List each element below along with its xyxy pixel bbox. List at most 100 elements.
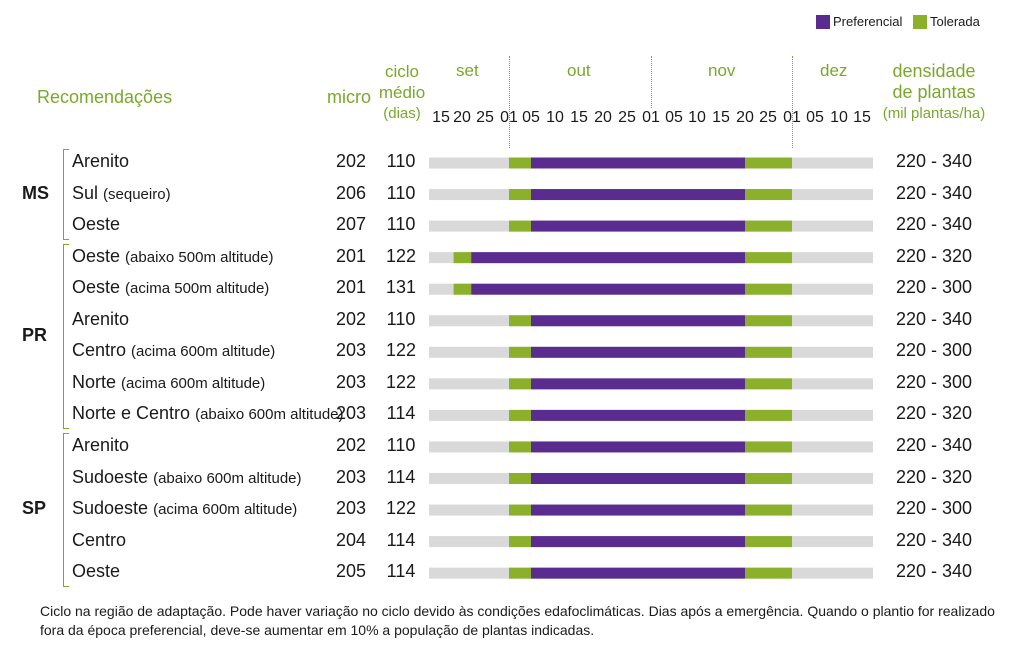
row-label-name: Sudoeste (72, 498, 149, 519)
bar-preferencial (531, 157, 745, 169)
row-label: Norte e Centro (abaixo 600m altitude) (72, 403, 344, 424)
legend-swatch-tolerada (913, 15, 927, 29)
header-ciclo-line2: médio (378, 83, 426, 102)
tick-label: 05 (806, 109, 824, 126)
row-densidade: 220 - 340 (895, 434, 973, 455)
bar-preferencial (531, 504, 745, 516)
row-label-name: Sudoeste (72, 466, 149, 487)
row-label: Centro (acima 600m altitude) (72, 340, 275, 361)
row-label-name: Centro (72, 340, 127, 361)
bar-tolerada (509, 189, 531, 201)
tick-label: 01 (500, 109, 518, 126)
row-ciclo: 110 (386, 308, 416, 329)
tick-label: 05 (522, 109, 540, 126)
row-densidade: 220 - 340 (895, 182, 973, 203)
row-ciclo: 110 (386, 214, 416, 235)
row-label-note: (abaixo 600m altitude) (153, 469, 302, 487)
bar-tolerada (745, 346, 792, 358)
row-label-note: (acima 600m altitude) (121, 374, 266, 392)
bar-tolerada (745, 504, 792, 516)
row-label-name: Centro (72, 529, 127, 550)
row-micro: 201 (335, 245, 367, 266)
bar-preferencial (531, 473, 745, 484)
row-label-name: Norte (72, 371, 117, 392)
row-micro: 206 (335, 182, 367, 203)
header-micro: micro (327, 87, 371, 107)
tick-label: 01 (642, 109, 660, 126)
row-micro: 207 (335, 214, 367, 235)
footer-note: Ciclo na região de adaptação. Pode haver… (40, 603, 995, 638)
bar-preferencial (531, 378, 745, 390)
tick-label: 15 (432, 109, 450, 126)
row-micro: 203 (335, 498, 367, 519)
bar-tolerada (745, 536, 792, 548)
row-micro: 202 (335, 308, 367, 329)
header-densidade: densidade de plantas (mil plantas/ha) (874, 61, 994, 124)
month-label-out: out (567, 61, 591, 80)
row-label-name: Oeste (72, 561, 121, 582)
row-micro: 202 (335, 151, 367, 171)
row-label: Oeste (acima 500m altitude) (72, 277, 269, 298)
row-densidade: 220 - 340 (895, 529, 973, 550)
tick-label: 01 (783, 109, 801, 126)
row-micro: 203 (335, 403, 367, 424)
tick-label: 05 (665, 109, 683, 126)
row-label-note: (acima 600m altitude) (153, 501, 298, 519)
row-micro: 203 (335, 371, 367, 392)
row-label-name: Arenito (72, 151, 130, 171)
row-densidade: 220 - 340 (895, 561, 973, 582)
state-label: MS (22, 182, 49, 203)
row-densidade: 220 - 300 (895, 371, 973, 392)
bar-tolerada (509, 441, 531, 453)
row-micro: 203 (335, 466, 367, 487)
bar-tolerada (745, 315, 792, 327)
row-label-name: Norte e Centro (72, 403, 191, 424)
bar-preferencial (471, 283, 745, 295)
bar-tolerada (453, 252, 472, 264)
row-ciclo: 114 (386, 466, 416, 487)
row-ciclo: 110 (386, 434, 416, 455)
row-ciclo: 114 (386, 403, 416, 424)
row-densidade: 220 - 320 (895, 466, 973, 487)
row-micro: 204 (335, 529, 367, 550)
state-label: SP (22, 498, 47, 519)
row-densidade: 220 - 340 (895, 308, 973, 329)
tick-label: 25 (759, 109, 777, 126)
bar-tolerada (509, 409, 531, 421)
bar-preferencial (531, 189, 745, 201)
row-densidade: 220 - 320 (895, 245, 973, 266)
row-label: Arenito (72, 435, 129, 456)
row-ciclo: 114 (386, 529, 416, 550)
tick-label: 20 (594, 109, 612, 126)
bar-tolerada (509, 157, 531, 169)
bar-preferencial (531, 536, 745, 548)
row-label: Sudoeste (abaixo 600m altitude) (72, 467, 302, 488)
bar-preferencial (471, 252, 745, 264)
row-ciclo: 110 (386, 151, 416, 171)
bar-tolerada (745, 252, 792, 264)
month-label-set: set (456, 61, 479, 80)
bar-tolerada (745, 220, 792, 232)
row-ciclo: 122 (385, 371, 417, 392)
bar-tolerada (745, 378, 792, 390)
tick-label: 20 (736, 109, 754, 126)
tick-label: 15 (712, 109, 730, 126)
bar-preferencial (531, 567, 745, 579)
row-label-note: (abaixo 500m altitude) (125, 248, 274, 266)
row-label: Arenito (72, 309, 129, 330)
tick-label: 25 (618, 109, 636, 126)
tick-label: 25 (476, 109, 494, 126)
state-bracket (63, 243, 69, 430)
bar-preferencial (531, 441, 745, 453)
header-ciclo-line1: ciclo (384, 62, 419, 81)
bar-tolerada (509, 567, 531, 579)
row-label: Norte (acima 600m altitude) (72, 372, 265, 393)
bar-tolerada (509, 473, 531, 484)
row-label-name: Oeste (72, 277, 121, 298)
bar-tolerada (745, 157, 792, 169)
row-label-name: Arenito (72, 434, 130, 455)
month-divider-nov-dez (792, 56, 793, 148)
row-label: Oeste (abaixo 500m altitude) (72, 246, 273, 267)
tick-label: 10 (830, 109, 848, 126)
